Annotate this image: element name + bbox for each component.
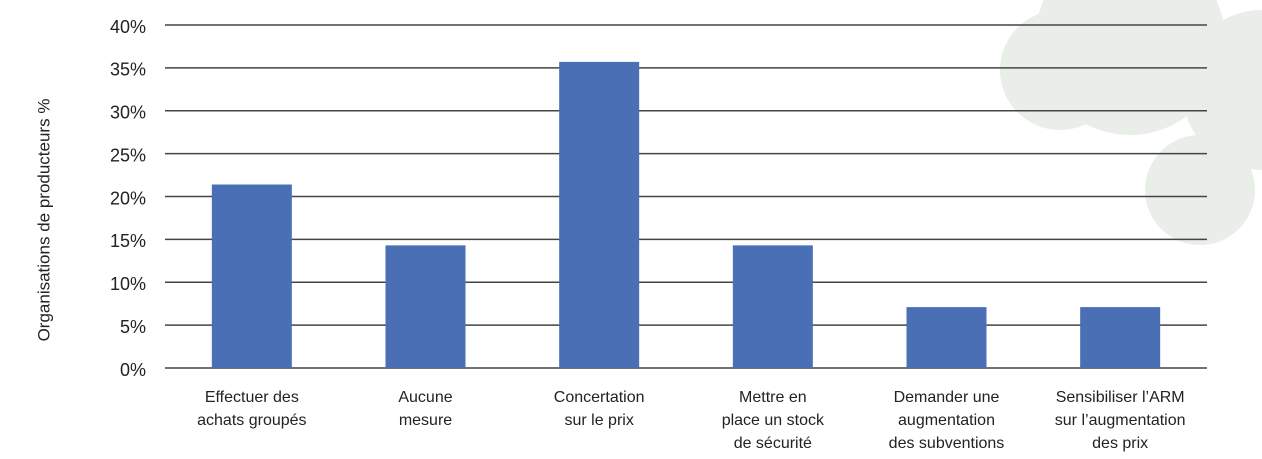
- x-tick-label: augmentation: [898, 412, 995, 429]
- bar: [559, 61, 640, 369]
- y-axis-label: Organisations de producteurs %: [34, 99, 53, 342]
- y-tick-label: 40%: [110, 17, 146, 37]
- x-tick-label: Demander une: [894, 389, 1000, 406]
- x-tick-label: Mettre en: [739, 389, 807, 406]
- bar: [211, 184, 292, 368]
- background-decoration: [1000, 0, 1262, 245]
- bar: [385, 245, 466, 368]
- y-tick-label: 25%: [110, 145, 146, 165]
- x-tick-label: Effectuer des: [205, 389, 299, 406]
- x-tick-label: Sensibiliser l’ARM: [1056, 389, 1185, 406]
- x-tick-label: de sécurité: [734, 435, 812, 452]
- y-tick-label: 15%: [110, 231, 146, 251]
- x-tick-label: place un stock: [722, 412, 825, 429]
- y-tick-label: 0%: [120, 360, 146, 380]
- bar: [1080, 307, 1161, 368]
- y-tick-label: 35%: [110, 60, 146, 80]
- x-tick-label: Aucune: [398, 389, 452, 406]
- x-tick-label: mesure: [399, 412, 452, 429]
- bar: [906, 307, 987, 368]
- x-tick-label: sur le prix: [564, 412, 633, 429]
- y-tick-label: 10%: [110, 274, 146, 294]
- x-tick-label: des subventions: [889, 435, 1005, 452]
- bar: [732, 245, 813, 368]
- x-tick-label: Concertation: [554, 389, 645, 406]
- x-tick-label: sur l’augmentation: [1055, 412, 1186, 429]
- y-tick-label: 30%: [110, 103, 146, 123]
- y-tick-label: 5%: [120, 317, 146, 337]
- x-tick-label: des prix: [1092, 435, 1148, 452]
- y-tick-label: 20%: [110, 188, 146, 208]
- x-tick-label: achats groupés: [197, 412, 306, 429]
